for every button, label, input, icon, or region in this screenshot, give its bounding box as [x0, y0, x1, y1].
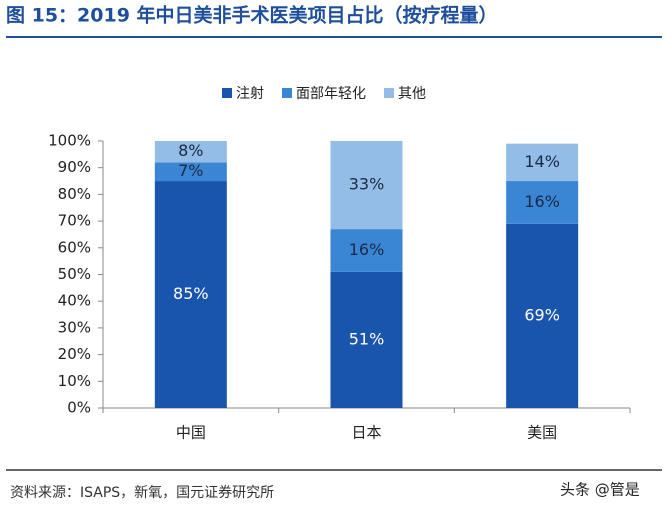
bar-segment: [154, 141, 227, 163]
y-tick-label: 60%: [58, 238, 91, 256]
y-tick-label: 100%: [48, 132, 91, 150]
legend-label: 注射: [236, 86, 264, 102]
y-tick-label: 20%: [58, 345, 91, 363]
x-tick-label: 中国: [176, 424, 206, 442]
bar-segment: [506, 223, 579, 408]
x-tick-label: 美国: [527, 424, 557, 442]
y-tick-label: 10%: [58, 372, 91, 390]
value-label: 33%: [349, 175, 385, 194]
bar-segment: [154, 181, 227, 408]
y-tick-label: 0%: [67, 399, 91, 417]
value-label: 16%: [524, 192, 560, 211]
value-label: 51%: [349, 329, 385, 348]
legend-swatch: [222, 88, 232, 98]
y-tick-label: 90%: [58, 158, 91, 176]
y-tick-label: 70%: [58, 212, 91, 230]
bar-segment: [154, 162, 227, 182]
legend-label: 面部年轻化: [296, 86, 366, 102]
source-note: 资料来源：ISAPS，新氧，国元证券研究所: [10, 485, 274, 501]
value-label: 14%: [524, 152, 560, 171]
bar-segment: [330, 229, 403, 272]
y-tick-label: 50%: [58, 265, 91, 283]
legend-swatch: [384, 88, 394, 98]
value-label: 69%: [524, 305, 560, 324]
bar-segment: [506, 143, 579, 182]
watermark: 头条 @管是: [560, 481, 640, 499]
y-tick-label: 40%: [58, 292, 91, 310]
value-label: 8%: [178, 141, 203, 160]
bar-segment: [330, 271, 403, 408]
value-label: 16%: [349, 240, 385, 259]
legend-swatch: [282, 88, 292, 98]
y-tick-label: 80%: [58, 185, 91, 203]
x-tick-label: 日本: [351, 424, 381, 442]
bar-segment: [506, 181, 579, 224]
y-tick-label: 30%: [58, 318, 91, 336]
value-label: 7%: [178, 161, 203, 180]
chart-title: 图 15：2019 年中日美非手术医美项目占比（按疗程量）: [6, 4, 498, 27]
legend-label: 其他: [398, 86, 426, 102]
value-label: 85%: [173, 284, 209, 303]
bar-segment: [330, 141, 403, 230]
